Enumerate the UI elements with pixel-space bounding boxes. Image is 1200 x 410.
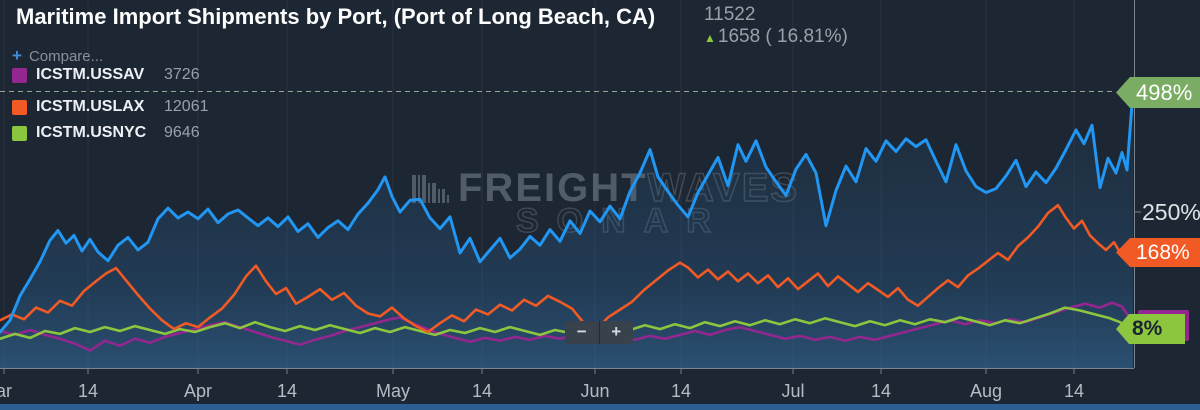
axes (0, 0, 1141, 369)
bottom-accent-bar (0, 404, 1200, 410)
legend-item-value: 9646 (164, 124, 200, 141)
series-line-Port of Long Beach, CA (main) (0, 89, 1135, 334)
uslax-color-swatch (12, 99, 27, 115)
freightwaves-barcode-icon (412, 174, 449, 203)
chart-title: Maritime Import Shipments by Port, (Port… (16, 4, 656, 29)
legend-item-label: ICSTM.USNYC (36, 124, 147, 141)
x-axis-label: 14 (1063, 381, 1085, 401)
legend-item-label: ICSTM.USSAV (36, 66, 145, 83)
legend-item-value: 12061 (164, 98, 209, 115)
last-value-badge-main: 498% (1116, 77, 1200, 108)
zoom-in-button[interactable]: + (611, 322, 622, 341)
last-value-badge-uslax: 168% (1116, 238, 1200, 267)
legend-item-value: 3726 (164, 66, 200, 83)
change-row: ▲ 1658 ( 16.81%) (704, 27, 848, 48)
legend-item-label: ICSTM.USLAX (36, 98, 145, 115)
ussav-color-swatch (12, 67, 27, 83)
compare-label: Compare... (28, 47, 104, 65)
x-axis-label: 14 (471, 381, 493, 401)
x-axis-label: Jun (580, 381, 610, 401)
y-axis-label-250: 250% (1142, 199, 1200, 225)
zoom-out-button[interactable]: − (565, 321, 600, 344)
legend-item-ussav[interactable]: ICSTM.USSAV 3726 (12, 66, 200, 84)
last-value-badge-usnyc: 8% (1116, 314, 1185, 344)
legend-item-uslax[interactable]: ICSTM.USLAX 12061 (12, 98, 209, 116)
x-axis-label: 14 (276, 381, 298, 401)
last-value: 11522 (704, 4, 756, 25)
x-axis-label: 14 (670, 381, 692, 401)
up-arrow-icon: ▲ (704, 31, 716, 45)
x-axis-label: Aug (969, 381, 1003, 401)
x-axis-label: ar (0, 381, 13, 401)
compare-button[interactable]: + Compare... (12, 46, 103, 66)
series-line-ICSTM.USLAX (0, 203, 1135, 334)
legend-item-usnyc[interactable]: ICSTM.USNYC 9646 (12, 124, 200, 142)
zoom-control: − + (565, 321, 633, 344)
quote-block: 11522 ▲ 1658 ( 16.81%) (704, 5, 848, 48)
x-axis-label: 14 (77, 381, 99, 401)
x-axis-label: May (375, 381, 411, 401)
watermark-brand-bold: FREIGHT (458, 166, 648, 210)
usnyc-color-swatch (12, 125, 27, 141)
x-axis-label: Apr (183, 381, 213, 401)
plus-icon: + (12, 46, 22, 65)
change-value: 1658 ( 16.81%) (717, 26, 848, 47)
x-axis-label: Jul (781, 381, 805, 401)
x-axis-label: 14 (870, 381, 892, 401)
